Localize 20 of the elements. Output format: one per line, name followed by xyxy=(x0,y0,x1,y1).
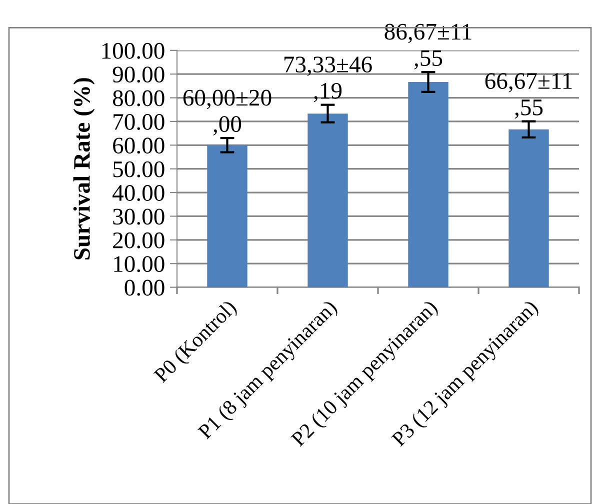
bar xyxy=(308,114,348,288)
data-label: 73,33±46 ,19 xyxy=(284,56,372,102)
bar xyxy=(207,145,248,288)
y-tick-label: 90.00 xyxy=(112,66,164,83)
data-label: 66,67±11 ,55 xyxy=(485,73,572,119)
y-tick-label: 60.00 xyxy=(113,138,164,154)
y-tick-label: 40.00 xyxy=(112,185,164,202)
y-tick-label: 100.00 xyxy=(102,42,164,59)
bar xyxy=(408,82,448,288)
y-tick-label: 0.00 xyxy=(124,280,164,296)
y-tick-label: 50.00 xyxy=(113,161,164,178)
y-tick-label: 30.00 xyxy=(113,208,164,225)
data-label: 86,67±11 ,55 xyxy=(384,24,472,70)
y-tick-label: 10.00 xyxy=(114,256,164,272)
y-tick-label: 20.00 xyxy=(113,232,164,248)
y-tick-label: 70.00 xyxy=(114,114,164,130)
y-tick-label: 80.00 xyxy=(112,90,164,106)
y-axis-title: Survival Rate (%) xyxy=(73,78,95,260)
bar xyxy=(508,129,549,288)
data-label: 60,00±20 ,00 xyxy=(183,90,272,136)
